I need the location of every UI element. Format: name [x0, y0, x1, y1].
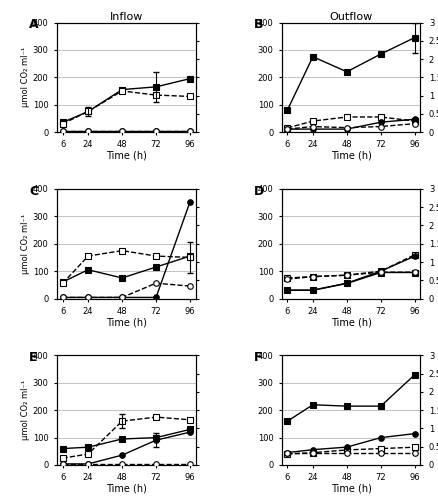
X-axis label: Time (h): Time (h): [106, 317, 147, 327]
X-axis label: Time (h): Time (h): [106, 151, 147, 161]
Title: Outflow: Outflow: [329, 12, 373, 22]
Text: D: D: [254, 184, 264, 198]
X-axis label: Time (h): Time (h): [106, 484, 147, 494]
Title: Inflow: Inflow: [110, 12, 143, 22]
Text: A: A: [29, 18, 39, 31]
X-axis label: Time (h): Time (h): [331, 317, 371, 327]
Text: B: B: [254, 18, 264, 31]
X-axis label: Time (h): Time (h): [331, 484, 371, 494]
Text: C: C: [29, 184, 38, 198]
Text: F: F: [254, 351, 262, 364]
X-axis label: Time (h): Time (h): [331, 151, 371, 161]
Y-axis label: μmol CO₂ ml⁻¹: μmol CO₂ ml⁻¹: [21, 380, 30, 440]
Y-axis label: μmol CO₂ ml⁻¹: μmol CO₂ ml⁻¹: [21, 214, 30, 274]
Y-axis label: μmol CO₂ ml⁻¹: μmol CO₂ ml⁻¹: [21, 47, 30, 108]
Text: E: E: [29, 351, 38, 364]
